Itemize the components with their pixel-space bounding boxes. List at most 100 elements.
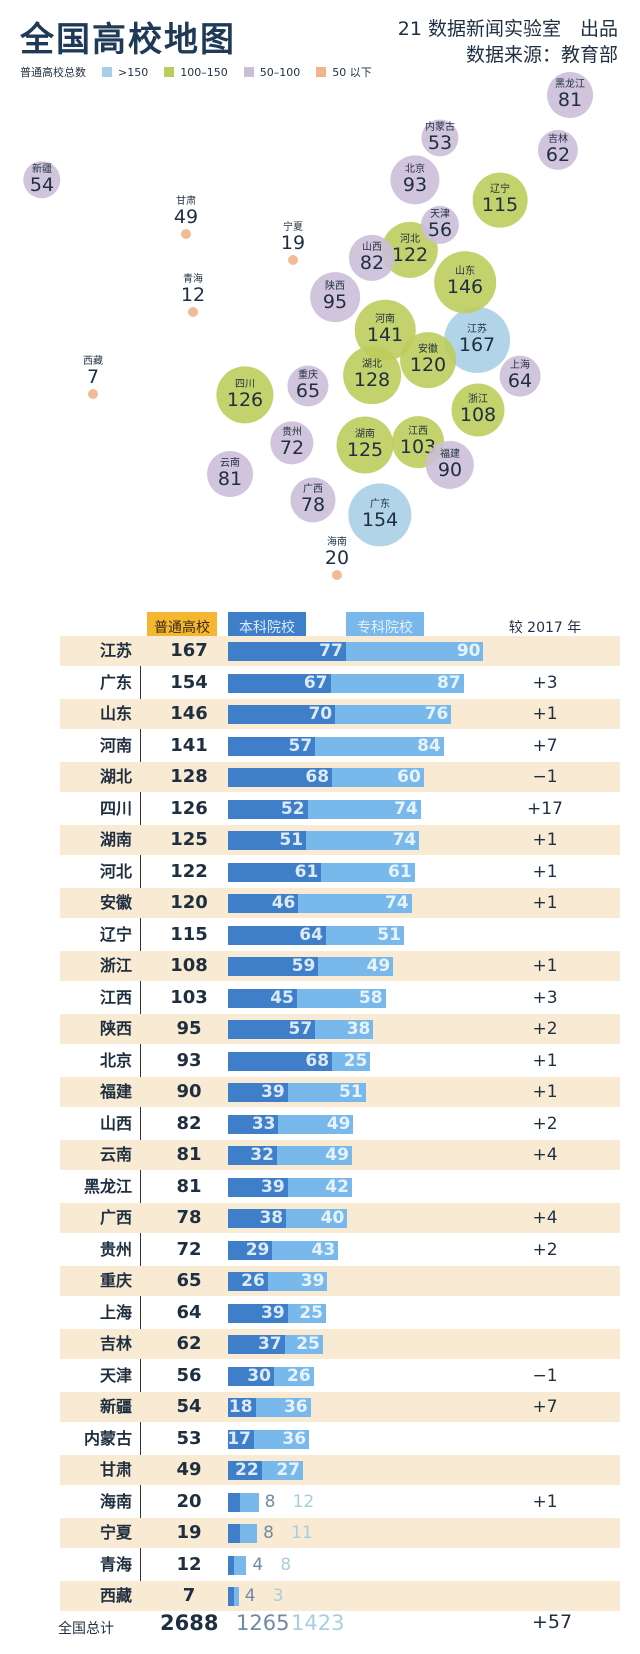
province-label: 上海 64 [507, 360, 533, 392]
benke-value: 18 [228, 1397, 253, 1417]
table-row: 四川 126 52 74 +17 [60, 794, 620, 824]
total-benke: 1265 [236, 1611, 290, 1635]
zhuanke-value: 40 [320, 1208, 345, 1228]
table-row: 青海 12 4 8 [60, 1550, 620, 1580]
province-name: 黑龙江 [83, 1176, 132, 1196]
province-name: 重庆 [99, 1271, 132, 1290]
benke-value: 39 [261, 1302, 285, 1323]
benke-value: 17 [227, 1428, 252, 1449]
total-value: 65 [176, 1270, 202, 1291]
province-bubble [400, 332, 456, 388]
zhuanke-bar [298, 894, 412, 913]
legend-swatch [102, 67, 112, 77]
zhuanke-bar [254, 1429, 310, 1449]
zhuanke-bar [261, 1461, 303, 1480]
zhuanke-value: 42 [325, 1176, 349, 1197]
province-value: 49 [173, 205, 199, 228]
change-value: +3 [532, 987, 558, 1008]
province-name: 陕西 [99, 1019, 132, 1038]
province-value: 146 [446, 275, 484, 298]
province-bubble [310, 272, 360, 322]
total-value: 78 [176, 1207, 202, 1228]
zhuanke-bar [332, 768, 424, 787]
zhuanke-value: 38 [346, 1019, 371, 1039]
zhuanke-value: 26 [287, 1365, 311, 1386]
zhuanke-value: 90 [456, 641, 481, 661]
province-label: 广东 154 [362, 499, 398, 530]
change-value: +2 [532, 1239, 558, 1260]
benke-bar [228, 736, 316, 756]
province-value: 103 [399, 435, 437, 458]
province-name: 贵州 [282, 426, 302, 438]
benke-value: 77 [319, 641, 343, 661]
zhuanke-bar [278, 1114, 354, 1134]
province-name: 辽宁 [489, 183, 510, 195]
zhuanke-bar [335, 705, 452, 724]
benke-bar [228, 988, 297, 1008]
province-name: 四川 [234, 378, 255, 390]
province-value: 64 [507, 369, 533, 392]
zhuanke-bar [267, 1272, 328, 1291]
total-value: 93 [176, 1049, 202, 1071]
province-value: 56 [427, 218, 453, 241]
benke-value: 26 [241, 1271, 265, 1291]
province-bubble [499, 355, 541, 397]
benke-bar [228, 1461, 262, 1480]
table-row: 江西 103 45 58 +3 [60, 983, 620, 1013]
zhuanke-bar [272, 1240, 339, 1260]
province-value: 122 [391, 243, 429, 266]
province-label: 广西 78 [301, 484, 325, 515]
change-value: +1 [532, 861, 558, 882]
province-name: 河北 [99, 861, 132, 881]
province-bubble [348, 483, 412, 547]
benke-value: 32 [250, 1145, 274, 1165]
province-value: 90 [437, 458, 463, 481]
table-row: 山西 82 33 49 +2 [60, 1109, 620, 1139]
province-name: 海南 [327, 536, 347, 548]
change-value: +1 [532, 1491, 558, 1512]
province-name: 西藏 [83, 355, 103, 367]
province-label: 云南 81 [218, 458, 242, 489]
total-value: 54 [176, 1396, 202, 1417]
province-bubble [434, 251, 496, 313]
province-bubble [425, 440, 475, 490]
province-value: 126 [226, 388, 264, 411]
province-bubble [332, 570, 342, 580]
change-value: +1 [532, 830, 558, 850]
zhuanke-value: 76 [424, 704, 449, 724]
zhuanke-bar [276, 1146, 352, 1165]
total-label: 全国总计 [58, 1621, 114, 1637]
table-row: 云南 81 32 49 +4 [60, 1140, 620, 1170]
province-value: 20 [324, 546, 350, 569]
zhuanke-bar [287, 1083, 366, 1102]
province-value: 72 [279, 436, 305, 459]
legend: 普通高校总数 >150 100–150 50–100 50 以下 [20, 64, 372, 80]
province-bubble [547, 72, 593, 118]
total-value: 146 [170, 703, 208, 724]
province-bubble [270, 421, 314, 465]
table-row: 上海 64 39 25 [60, 1298, 620, 1328]
change-value: +7 [532, 735, 558, 756]
zhuanke-value: 84 [417, 735, 441, 756]
benke-bar [228, 1177, 288, 1197]
change-value: +17 [527, 798, 563, 819]
total-value: 120 [170, 892, 208, 913]
province-value: 93 [402, 173, 428, 196]
zhuanke-bar [234, 1555, 247, 1575]
total-value: 20 [176, 1490, 202, 1512]
legend-title: 普通高校总数 [20, 66, 86, 79]
province-value: 12 [180, 283, 206, 306]
province-name: 贵州 [99, 1239, 132, 1259]
zhuanke-value: 11 [291, 1523, 313, 1543]
zhuanke-bar [345, 642, 484, 661]
benke-bar [228, 1524, 241, 1543]
benke-bar [228, 1240, 273, 1260]
total-value: 115 [170, 923, 208, 945]
table-row: 广东 154 67 87 +3 [60, 668, 620, 698]
benke-value: 39 [261, 1082, 285, 1102]
total-value: 103 [170, 986, 208, 1008]
change-value: +4 [532, 1145, 558, 1165]
province-label: 海南 20 [324, 536, 350, 569]
legend-label: 50 以下 [332, 66, 372, 79]
province-name: 上海 [99, 1302, 132, 1322]
